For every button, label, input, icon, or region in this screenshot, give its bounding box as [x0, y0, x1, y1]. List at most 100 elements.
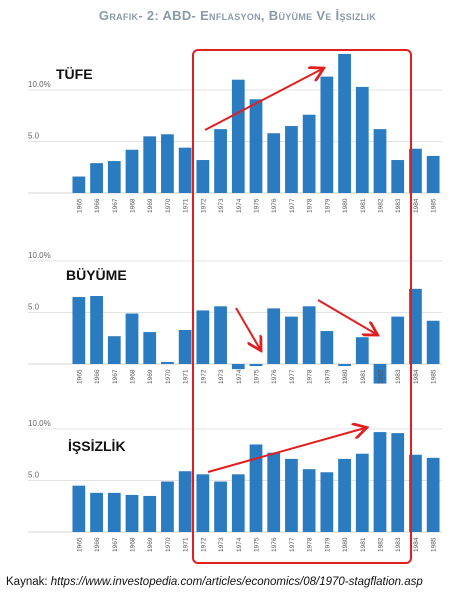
- issizlik-trend-arrow: [207, 428, 365, 473]
- bar: [161, 481, 174, 532]
- x-tick-label: 1985: [431, 198, 438, 213]
- x-tick-label: 1976: [271, 369, 278, 384]
- bar: [72, 297, 86, 364]
- y-tick-label: 5.0: [28, 471, 40, 480]
- bar: [338, 53, 351, 194]
- x-tick-label: 1981: [360, 369, 367, 384]
- bar: [107, 336, 121, 364]
- bar: [391, 316, 405, 364]
- bar: [125, 494, 139, 532]
- chart-panel-1: 5.0 10.0% 1965 1966 1967 1968 1969 1970 1971 1972…: [28, 53, 442, 213]
- bar: [355, 86, 369, 193]
- x-tick-label: 1971: [183, 369, 190, 384]
- bar: [320, 472, 334, 532]
- bar: [302, 469, 316, 532]
- x-tick-label: 1968: [130, 369, 137, 384]
- bar: [231, 79, 245, 193]
- bar: [373, 129, 387, 193]
- y-tick-label: 5.0: [28, 303, 40, 312]
- bar: [196, 474, 210, 532]
- panel-title: TÜFE: [56, 66, 93, 82]
- bar: [214, 481, 227, 532]
- x-tick-label: 1984: [413, 369, 420, 384]
- bar: [409, 148, 422, 193]
- bar: [249, 364, 263, 367]
- bar: [267, 308, 281, 364]
- bar: [178, 330, 192, 364]
- x-tick-label: 1975: [254, 537, 261, 552]
- x-tick-label: 1974: [236, 537, 243, 552]
- bar: [125, 313, 139, 364]
- bar: [214, 306, 227, 364]
- x-tick-label: 1966: [94, 198, 101, 213]
- bar: [338, 458, 351, 532]
- bar: [373, 364, 387, 384]
- x-tick-label: 1965: [76, 369, 83, 384]
- bar: [285, 458, 298, 532]
- x-tick-label: 1982: [378, 369, 385, 384]
- bar: [196, 160, 210, 193]
- bar: [285, 316, 298, 364]
- bar: [161, 134, 174, 193]
- bar: [391, 160, 405, 193]
- bar: [72, 485, 86, 532]
- x-tick-label: 1979: [324, 369, 331, 384]
- bar: [426, 320, 440, 364]
- x-tick-label: 1974: [236, 369, 243, 384]
- x-tick-label: 1972: [200, 537, 207, 552]
- highlight-box: [192, 49, 412, 564]
- bar: [302, 306, 316, 364]
- x-tick-label: 1970: [165, 198, 172, 213]
- bar: [143, 136, 157, 193]
- bar: [426, 457, 440, 532]
- x-tick-label: 1980: [342, 198, 349, 213]
- buyume-drop-arrow-2: [317, 299, 376, 334]
- tufe-trend-arrow: [204, 69, 322, 131]
- bar: [355, 337, 369, 364]
- x-tick-label: 1984: [413, 198, 420, 213]
- x-tick-label: 1973: [218, 537, 225, 552]
- x-tick-label: 1980: [342, 369, 349, 384]
- buyume-drop-arrow-1: [235, 307, 260, 349]
- x-tick-label: 1983: [395, 537, 402, 552]
- x-tick-label: 1971: [183, 537, 190, 552]
- x-tick-label: 1981: [360, 537, 367, 552]
- bar: [90, 163, 103, 193]
- bar: [143, 332, 157, 364]
- x-tick-label: 1979: [324, 537, 331, 552]
- bar: [107, 492, 121, 532]
- x-tick-label: 1972: [200, 198, 207, 213]
- source-label: Kaynak:: [6, 576, 48, 588]
- x-tick-label: 1976: [271, 537, 278, 552]
- bar: [267, 133, 281, 193]
- x-tick-label: 1983: [395, 369, 402, 384]
- bar: [391, 433, 405, 532]
- bar: [90, 492, 103, 532]
- x-tick-label: 1968: [130, 537, 137, 552]
- x-tick-label: 1966: [94, 537, 101, 552]
- x-tick-label: 1985: [431, 369, 438, 384]
- x-tick-label: 1977: [289, 369, 296, 384]
- bar: [161, 361, 174, 364]
- x-tick-label: 1969: [147, 369, 154, 384]
- chart-panel-2: 5.0 10.0% 1965 1966 1967 1968 1969 1970 1971 1972…: [28, 251, 442, 384]
- chart-panel-3: 5.0 10.0% 1965 1966 1967 1968 1969 1970 1971 1972…: [28, 419, 442, 552]
- y-tick-label: 10.0%: [28, 80, 51, 89]
- bar: [426, 155, 440, 193]
- x-tick-label: 1970: [165, 369, 172, 384]
- x-tick-label: 1966: [94, 369, 101, 384]
- x-tick-label: 1977: [289, 198, 296, 213]
- source-url[interactable]: https://www.investopedia.com/articles/ec…: [50, 576, 423, 588]
- x-tick-label: 1970: [165, 537, 172, 552]
- bar: [231, 364, 245, 370]
- x-tick-label: 1971: [183, 198, 190, 213]
- bar: [143, 495, 157, 532]
- x-tick-label: 1978: [307, 537, 314, 552]
- panel-title: BÜYÜME: [66, 267, 127, 283]
- x-tick-label: 1973: [218, 198, 225, 213]
- panel-title: İŞSİZLİK: [68, 438, 126, 454]
- x-tick-label: 1967: [112, 537, 119, 552]
- x-tick-label: 1969: [147, 537, 154, 552]
- bar: [409, 454, 422, 532]
